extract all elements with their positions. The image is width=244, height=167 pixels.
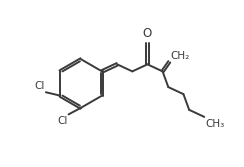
Text: O: O — [143, 27, 152, 40]
Text: CH₃: CH₃ — [205, 119, 224, 129]
Text: Cl: Cl — [35, 81, 45, 92]
Text: Cl: Cl — [57, 116, 68, 126]
Text: CH₂: CH₂ — [170, 51, 189, 61]
